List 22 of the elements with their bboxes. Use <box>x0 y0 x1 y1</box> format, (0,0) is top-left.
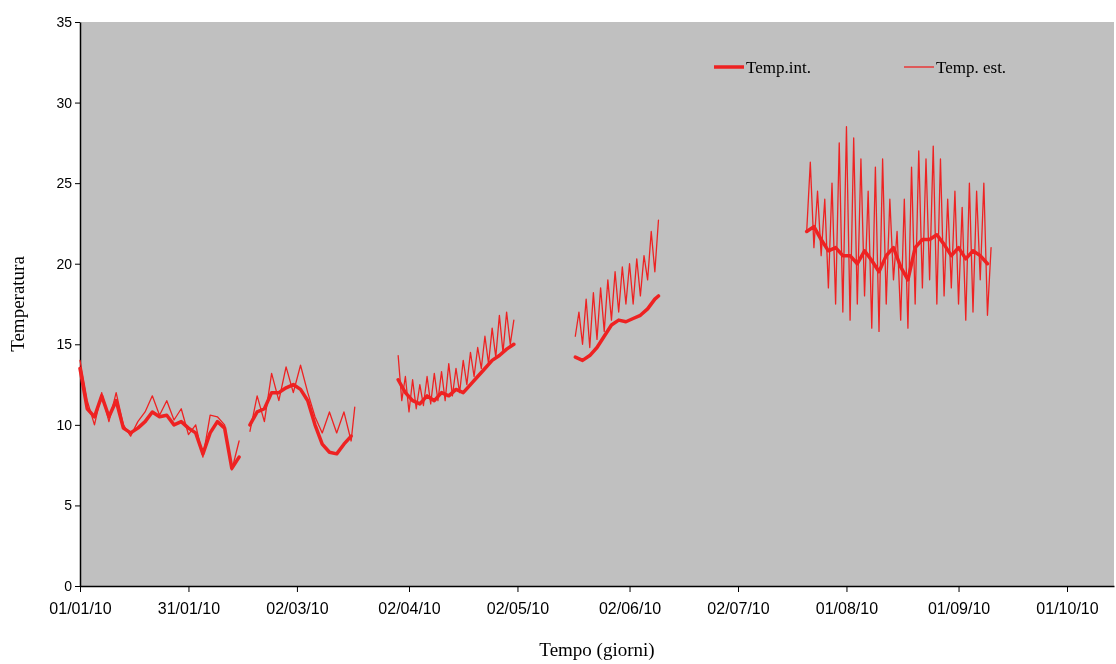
y-tick-label: 15 <box>56 336 73 353</box>
x-tick-label: 01/09/10 <box>927 600 991 618</box>
y-tick-label: 0 <box>64 577 73 594</box>
y-axis-title: Temperatura <box>7 255 28 352</box>
x-tick-label: 02/05/10 <box>486 600 550 618</box>
x-axis-title: Tempo (giorni) <box>539 639 655 661</box>
y-tick-label: 25 <box>56 175 73 192</box>
y-tick-label: 20 <box>56 255 73 272</box>
legend-label: Temp. est. <box>936 57 1007 77</box>
y-tick-label: 30 <box>56 94 73 111</box>
x-tick-label: 01/01/10 <box>49 600 112 618</box>
legend-label: Temp.int. <box>746 57 811 77</box>
x-tick-label: 01/10/10 <box>1036 600 1099 618</box>
x-tick-label: 31/01/10 <box>157 600 221 618</box>
x-tick-label: 02/06/10 <box>598 600 662 618</box>
x-tick-label: 01/08/10 <box>815 600 879 618</box>
y-tick-label: 35 <box>56 13 73 30</box>
y-tick-label: 10 <box>56 416 73 433</box>
y-tick-label: 5 <box>64 497 73 514</box>
x-tick-label: 02/04/10 <box>378 600 441 618</box>
x-tick-label: 02/07/10 <box>707 600 770 618</box>
x-tick-label: 02/03/10 <box>266 600 329 618</box>
